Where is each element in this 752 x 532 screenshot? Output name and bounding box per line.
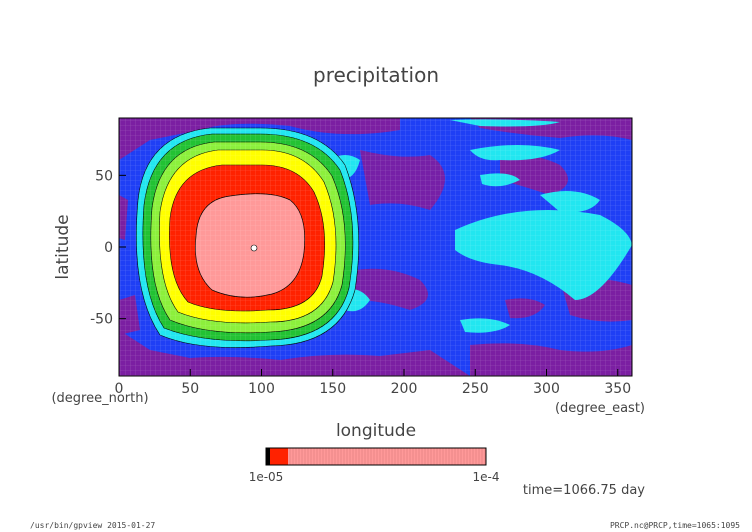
y-tick-label: -50: [90, 312, 113, 328]
x-tick-label: 150: [319, 381, 346, 397]
colorbar: 1e-05 1e-4: [249, 447, 500, 484]
colorbar-segment: [288, 448, 486, 465]
x-tick-label: 0: [115, 381, 124, 397]
colorbar-segment: [270, 448, 288, 465]
colorbar-segment: [266, 448, 270, 465]
x-axis: 0 50 100 150 200 250 300 350: [115, 369, 631, 397]
x-tick-label: 350: [604, 381, 631, 397]
x-tick-label: 300: [533, 381, 560, 397]
x-axis-unit: (degree_east): [555, 401, 645, 416]
x-tick-label: 50: [181, 381, 199, 397]
y-tick-label: 0: [104, 240, 113, 256]
time-label: time=1066.75 day: [523, 483, 645, 498]
x-axis-label: longitude: [336, 421, 416, 441]
footer-right: PRCP.nc@PRCP,time=1065:1095: [610, 521, 740, 530]
grid-overlay: [119, 118, 632, 376]
chart-title: precipitation: [313, 63, 439, 87]
colorbar-min-label: 1e-05: [249, 470, 284, 484]
y-axis-label: latitude: [53, 214, 73, 279]
x-tick-label: 250: [462, 381, 489, 397]
x-tick-label: 200: [391, 381, 418, 397]
colorbar-frame: [265, 447, 487, 466]
colorbar-max-label: 1e-4: [473, 470, 500, 484]
x-tick-label: 100: [248, 381, 275, 397]
y-tick-label: 50: [95, 168, 113, 184]
plot-area: [119, 118, 632, 376]
y-axis: -50 0 50: [90, 168, 126, 328]
footer-left: /usr/bin/gpview 2015-01-27: [30, 521, 155, 530]
y-axis-unit: (degree_north): [51, 391, 148, 406]
